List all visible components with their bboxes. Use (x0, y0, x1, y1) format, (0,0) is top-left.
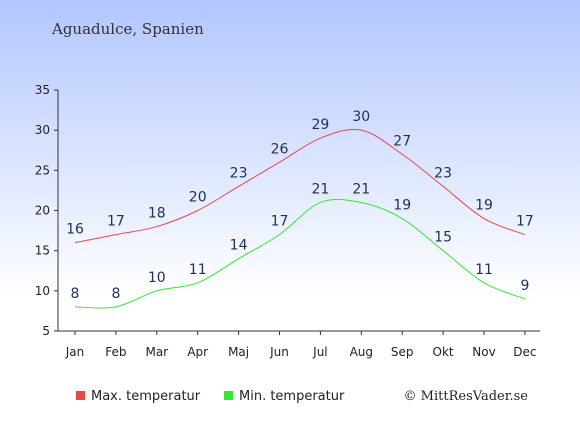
data-label-min-temperature: 9 (520, 278, 529, 294)
series-line-max-temperature (75, 129, 525, 242)
x-tick-label: Dec (513, 345, 536, 359)
data-label-min-temperature: 14 (230, 238, 248, 254)
data-label-max-temperature: 18 (148, 206, 166, 222)
data-label-max-temperature: 17 (107, 214, 125, 230)
data-label-max-temperature: 30 (352, 109, 370, 125)
legend-label-min: Min. temperatur (239, 389, 344, 404)
data-label-min-temperature: 11 (475, 262, 493, 278)
series-line-min-temperature (75, 199, 525, 308)
data-label-max-temperature: 23 (230, 165, 248, 181)
x-tick-label: Mar (145, 345, 168, 359)
chart-data-labels: 16 17 18 20 23 26 29 30 27 23 19 17 8 8 10 11 14 17 21 21 19… (66, 109, 534, 302)
data-label-min-temperature: 21 (352, 181, 370, 197)
data-label-max-temperature: 29 (311, 117, 329, 133)
y-tick-label: 15 (35, 244, 50, 258)
data-label-min-temperature: 19 (393, 198, 411, 214)
data-label-max-temperature: 26 (271, 141, 289, 157)
legend-swatch-min (224, 391, 233, 400)
x-tick-label: Aug (350, 345, 373, 359)
y-tick-label: 10 (35, 284, 50, 298)
legend-item-min: Min. temperatur (224, 389, 344, 404)
data-label-min-temperature: 10 (148, 270, 166, 286)
x-tick-label: Apr (187, 345, 208, 359)
copyright-text: © MittResVader.se (404, 389, 528, 404)
y-tick-label: 25 (35, 163, 50, 177)
legend-item-max: Max. temperatur (76, 389, 200, 404)
data-label-min-temperature: 21 (311, 181, 329, 197)
data-label-max-temperature: 16 (66, 222, 84, 238)
x-tick-label: Jun (269, 345, 289, 359)
y-tick-label: 20 (35, 204, 50, 218)
data-label-max-temperature: 17 (516, 214, 534, 230)
data-label-max-temperature: 23 (434, 165, 452, 181)
legend-label-max: Max. temperatur (91, 389, 200, 404)
x-tick-label: Okt (433, 345, 454, 359)
data-label-min-temperature: 15 (434, 230, 452, 246)
data-label-min-temperature: 8 (71, 286, 80, 302)
y-tick-label: 30 (35, 123, 50, 137)
x-tick-label: Feb (105, 345, 126, 359)
data-label-min-temperature: 8 (111, 286, 120, 302)
data-label-max-temperature: 19 (475, 198, 493, 214)
y-tick-label: 35 (35, 83, 50, 97)
x-tick-label: Nov (472, 345, 495, 359)
chart-lines (75, 129, 525, 308)
legend-swatch-max (76, 391, 85, 400)
data-label-min-temperature: 11 (189, 262, 207, 278)
y-tick-label: 5 (42, 324, 50, 338)
data-label-min-temperature: 17 (271, 214, 289, 230)
data-label-max-temperature: 20 (189, 190, 207, 206)
x-tick-label: Maj (228, 345, 249, 359)
x-tick-label: Jan (65, 345, 85, 359)
data-label-max-temperature: 27 (393, 133, 411, 149)
x-tick-label: Jul (312, 345, 327, 359)
x-tick-label: Sep (391, 345, 414, 359)
